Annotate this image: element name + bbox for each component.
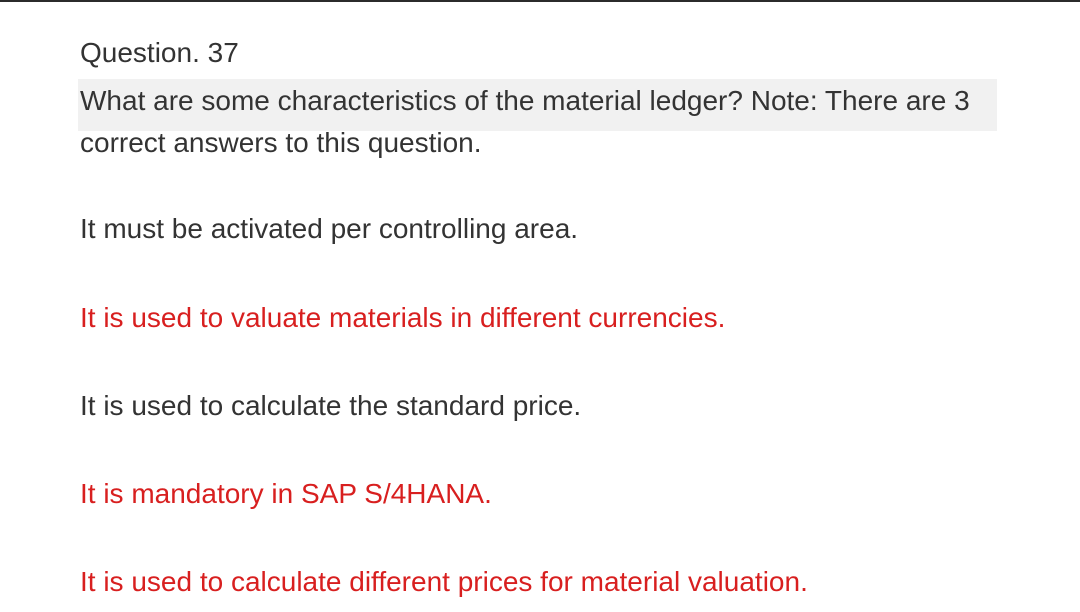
answer-option-2-correct[interactable]: It is used to valuate materials in diffe… [80, 302, 726, 333]
answer-option-4-correct[interactable]: It is mandatory in SAP S/4HANA. [80, 478, 492, 509]
answer-option-1[interactable]: It must be activated per controlling are… [80, 213, 579, 244]
answer-option-3[interactable]: It is used to calculate the standard pri… [80, 390, 582, 421]
top-divider [0, 0, 1080, 2]
question-text-highlight [78, 79, 997, 131]
answer-option-5-correct[interactable]: It is used to calculate different prices… [80, 566, 808, 597]
question-text: What are some characteristics of the mat… [80, 85, 970, 158]
question-number: Question. 37 [80, 37, 239, 68]
